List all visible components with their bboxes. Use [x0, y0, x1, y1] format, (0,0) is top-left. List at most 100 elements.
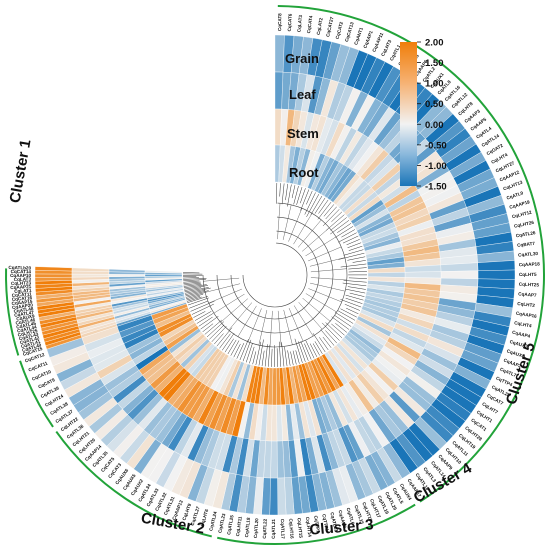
gene-label: CqATL41 — [20, 339, 41, 349]
tree-branch — [325, 206, 337, 220]
gene-label: CqATL24 — [208, 511, 218, 532]
gene-label: CqAUX8 — [506, 348, 525, 359]
cluster-arc — [217, 503, 416, 545]
tree-branch — [290, 351, 294, 366]
gene-label: CqLHT6 — [200, 508, 210, 527]
gene-label: CqLAT2 — [316, 17, 324, 35]
tree-branch — [224, 338, 234, 353]
gene-label: CqLHT14 — [305, 517, 313, 538]
gene-label: CqATL45 — [16, 321, 37, 330]
tree-branch — [295, 350, 300, 364]
tree-branch — [300, 189, 310, 211]
tree-branch — [294, 338, 303, 363]
gene-label: CqCAT6 — [287, 13, 293, 31]
gene-label: CqATL20 — [253, 518, 259, 539]
tree-branch — [321, 322, 340, 341]
colorbar-tick-label: 0.00 — [425, 120, 444, 131]
gene-label: CqATL21 — [271, 519, 276, 539]
gene-label: CqATL7 — [499, 367, 517, 378]
tree-branch — [342, 235, 359, 244]
gene-label: CqATL6 — [346, 507, 356, 525]
tree-branch — [330, 217, 347, 231]
tree-branch — [338, 252, 365, 260]
tree-branch — [349, 292, 365, 297]
ring-label-leaf: Leaf — [289, 87, 316, 102]
tree-branch — [285, 183, 289, 201]
gene-label: CqATL26 — [515, 230, 536, 238]
gene-label: CqATL43 — [18, 332, 39, 342]
tree-branch — [331, 211, 343, 223]
tree-branch — [346, 307, 359, 315]
gene-label: CqLHT12 — [511, 210, 532, 220]
tree-branch — [184, 287, 211, 294]
tree-branch — [187, 297, 209, 306]
cluster-arc — [19, 360, 54, 428]
tree-branch — [347, 256, 366, 261]
gene-label: CqCAT13 — [344, 21, 355, 42]
gene-label: CqAAP21 — [10, 284, 32, 290]
gene-label: CqATL40 — [21, 342, 42, 353]
gene-label: CqLHT13 — [502, 179, 523, 191]
tree-branch — [249, 346, 255, 364]
tree-branch — [340, 263, 367, 268]
tree-branch — [283, 309, 293, 345]
heatmap-cell — [34, 266, 73, 272]
tree-branch — [310, 268, 347, 273]
gene-label: CqATLb20 — [8, 265, 31, 271]
gene-label: CqATL44 — [17, 324, 38, 333]
tree-branch — [185, 290, 206, 295]
gene-label: CqLHT2 — [517, 301, 536, 308]
tree-branch — [293, 185, 299, 205]
gene-label: CqATL9 — [506, 190, 524, 200]
tree-branch — [348, 277, 367, 279]
tree-branch — [335, 226, 354, 238]
tree-branch — [191, 303, 214, 315]
tree-branch — [268, 344, 271, 367]
heatmap-cell — [34, 273, 73, 278]
tree-branch — [183, 280, 200, 283]
heatmap-cell — [144, 270, 183, 274]
tree-branch — [305, 293, 337, 313]
tree-branch — [193, 311, 206, 318]
tree-branch — [345, 297, 363, 304]
tree-branch — [322, 209, 340, 227]
gene-label: CqAAP19 — [509, 199, 531, 210]
heatmap-cell — [367, 272, 406, 278]
tree-branch — [183, 281, 201, 284]
tree-branch — [219, 333, 231, 349]
tree-branch — [346, 239, 360, 246]
tree-branch — [236, 343, 245, 359]
gene-label: CqLHT25 — [519, 282, 540, 288]
gene-label: CqLHT5 — [519, 272, 537, 277]
tree-branch — [292, 350, 297, 365]
tree-branch — [245, 342, 253, 363]
gene-label: CqCAT27 — [325, 16, 334, 37]
tree-branch — [239, 339, 249, 361]
ring-label-root: Root — [289, 165, 319, 180]
tree-branch — [337, 310, 356, 321]
colorbar-tick-label: 2.00 — [425, 38, 444, 49]
tree-branch — [209, 324, 225, 340]
gene-label: CqCAT2 — [335, 21, 344, 40]
tree-branch — [233, 343, 241, 358]
tree-branch — [190, 300, 215, 312]
gene-label: CqTTP1 — [321, 514, 329, 532]
tree-branch — [330, 220, 350, 235]
gene-label: CqATL47 — [14, 310, 35, 318]
gene-label: CqTTP2 — [313, 515, 321, 533]
tree-branch — [340, 299, 362, 308]
tree-branch — [287, 184, 292, 207]
gene-label: CqLHT26 — [514, 220, 535, 229]
tree-branch — [203, 277, 240, 282]
tree-branch — [216, 327, 233, 347]
tree-branch — [297, 341, 306, 362]
tree-branch — [208, 288, 242, 304]
tree-branch — [305, 340, 315, 359]
tree-branch — [302, 227, 330, 252]
tree-branch — [348, 245, 363, 251]
tree-branch — [221, 333, 235, 351]
tree-branch — [347, 242, 362, 249]
tree-branch — [304, 192, 316, 215]
tree-branch — [230, 340, 240, 356]
